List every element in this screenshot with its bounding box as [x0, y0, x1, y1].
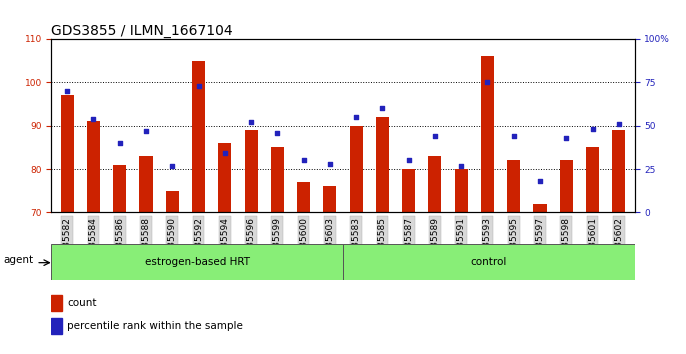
Bar	[534, 204, 547, 212]
Text: percentile rank within the sample: percentile rank within the sample	[67, 321, 243, 331]
Bar	[113, 165, 126, 212]
Point	[429, 133, 440, 139]
Bar	[402, 169, 415, 212]
Bar	[51, 295, 62, 311]
Point	[115, 140, 126, 146]
Bar	[428, 156, 442, 212]
Point	[377, 105, 388, 111]
Text: agent: agent	[3, 255, 33, 265]
Bar	[192, 61, 205, 212]
Bar	[612, 130, 626, 212]
Bar	[139, 156, 152, 212]
Point	[272, 130, 283, 136]
Bar	[323, 186, 336, 212]
Point	[193, 83, 204, 88]
Bar	[218, 143, 231, 212]
Bar	[51, 318, 62, 334]
Point	[482, 80, 493, 85]
Bar	[166, 191, 179, 212]
Point	[613, 121, 624, 127]
Point	[324, 161, 335, 167]
Bar	[455, 169, 468, 212]
Bar	[87, 121, 100, 212]
Text: control: control	[471, 257, 507, 267]
Point	[141, 128, 152, 134]
Point	[88, 116, 99, 121]
Bar	[271, 147, 284, 212]
Bar	[60, 95, 74, 212]
Bar	[376, 117, 389, 212]
Bar	[343, 244, 635, 280]
Point	[351, 114, 362, 120]
Text: count: count	[67, 298, 97, 308]
Point	[62, 88, 73, 94]
Point	[167, 163, 178, 169]
Point	[456, 163, 466, 169]
Point	[534, 178, 545, 184]
Text: GDS3855 / ILMN_1667104: GDS3855 / ILMN_1667104	[51, 24, 233, 38]
Point	[587, 126, 598, 132]
Point	[298, 158, 309, 163]
Bar	[51, 244, 343, 280]
Bar	[297, 182, 310, 212]
Bar	[244, 130, 258, 212]
Bar	[350, 126, 363, 212]
Bar	[560, 160, 573, 212]
Bar	[481, 56, 494, 212]
Bar	[507, 160, 520, 212]
Bar	[586, 147, 599, 212]
Point	[220, 150, 230, 156]
Point	[508, 133, 519, 139]
Text: estrogen-based HRT: estrogen-based HRT	[145, 257, 250, 267]
Point	[560, 135, 571, 141]
Point	[403, 158, 414, 163]
Point	[246, 119, 257, 125]
